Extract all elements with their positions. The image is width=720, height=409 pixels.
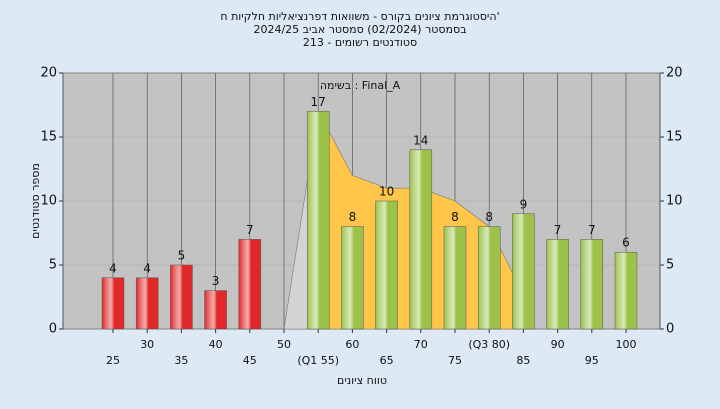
bar xyxy=(375,200,398,330)
x-tick-label: 100 xyxy=(616,338,637,351)
value-label: 3 xyxy=(212,274,220,288)
bar xyxy=(477,226,501,330)
x-tick-label: (Q1 55) xyxy=(297,354,339,367)
bar xyxy=(546,239,569,330)
bar xyxy=(238,239,262,330)
x-tick-label: 35 xyxy=(174,354,188,367)
y-tick-label: 10 xyxy=(40,194,57,209)
bar xyxy=(135,277,159,330)
chart-title: היסטוגרמת ציונים בקורס - משוואות דפרנציא… xyxy=(220,10,499,23)
bar xyxy=(614,251,638,330)
value-label: 5 xyxy=(178,249,186,263)
x-tick-label: 70 xyxy=(414,338,428,351)
chart-subtitle: בסמסטר (02/2024) סמסטר אביב 2024/25 xyxy=(253,23,466,36)
x-tick-label: 95 xyxy=(585,354,599,367)
y2-tick-label: 20 xyxy=(666,66,683,81)
annotation: בשימה : Final_A xyxy=(320,79,401,92)
value-label: 14 xyxy=(413,133,428,147)
value-label: 8 xyxy=(349,210,357,224)
y-tick-label: 20 xyxy=(40,66,57,81)
value-label: 4 xyxy=(109,261,117,275)
x-tick-label: 50 xyxy=(277,338,291,351)
y2-tick-label: 10 xyxy=(666,194,683,209)
value-label: 4 xyxy=(143,261,151,275)
x-tick-label: 60 xyxy=(345,338,359,351)
bar xyxy=(170,264,193,330)
chart-subtitle: סטודנטים רשומים - 213 xyxy=(303,36,417,49)
bar xyxy=(580,239,604,330)
value-label: 7 xyxy=(246,223,254,237)
y2-tick-label: 0 xyxy=(666,322,674,337)
value-label: 17 xyxy=(311,95,326,109)
bar xyxy=(306,111,330,330)
y-axis-label: מספר סטודנטים xyxy=(29,163,42,239)
y-tick-label: 15 xyxy=(40,130,57,145)
x-tick-label: (Q3 80) xyxy=(468,338,510,351)
bar xyxy=(204,290,227,330)
x-axis-label: טווח ציונים xyxy=(337,374,387,387)
value-label: 9 xyxy=(520,197,528,211)
x-tick-label: 85 xyxy=(516,354,530,367)
bar xyxy=(443,226,467,330)
y2-tick-label: 15 xyxy=(666,130,683,145)
value-label: 8 xyxy=(451,210,459,224)
bar xyxy=(101,277,125,330)
bar xyxy=(341,226,364,330)
x-tick-label: 40 xyxy=(209,338,223,351)
x-tick-label: 65 xyxy=(380,354,394,367)
value-label: 7 xyxy=(554,223,562,237)
x-tick-label: 90 xyxy=(551,338,565,351)
value-label: 8 xyxy=(485,210,493,224)
y-tick-label: 5 xyxy=(49,258,57,273)
x-tick-label: 30 xyxy=(140,338,154,351)
x-tick-label: 75 xyxy=(448,354,462,367)
value-label: 7 xyxy=(588,223,596,237)
y-tick-label: 0 xyxy=(49,322,57,337)
value-label: 6 xyxy=(622,236,630,250)
y2-tick-label: 5 xyxy=(666,258,674,273)
value-label: 10 xyxy=(379,185,394,199)
x-tick-label: 25 xyxy=(106,354,120,367)
x-tick-label: 45 xyxy=(243,354,257,367)
bar xyxy=(409,149,433,330)
bar xyxy=(512,213,535,330)
